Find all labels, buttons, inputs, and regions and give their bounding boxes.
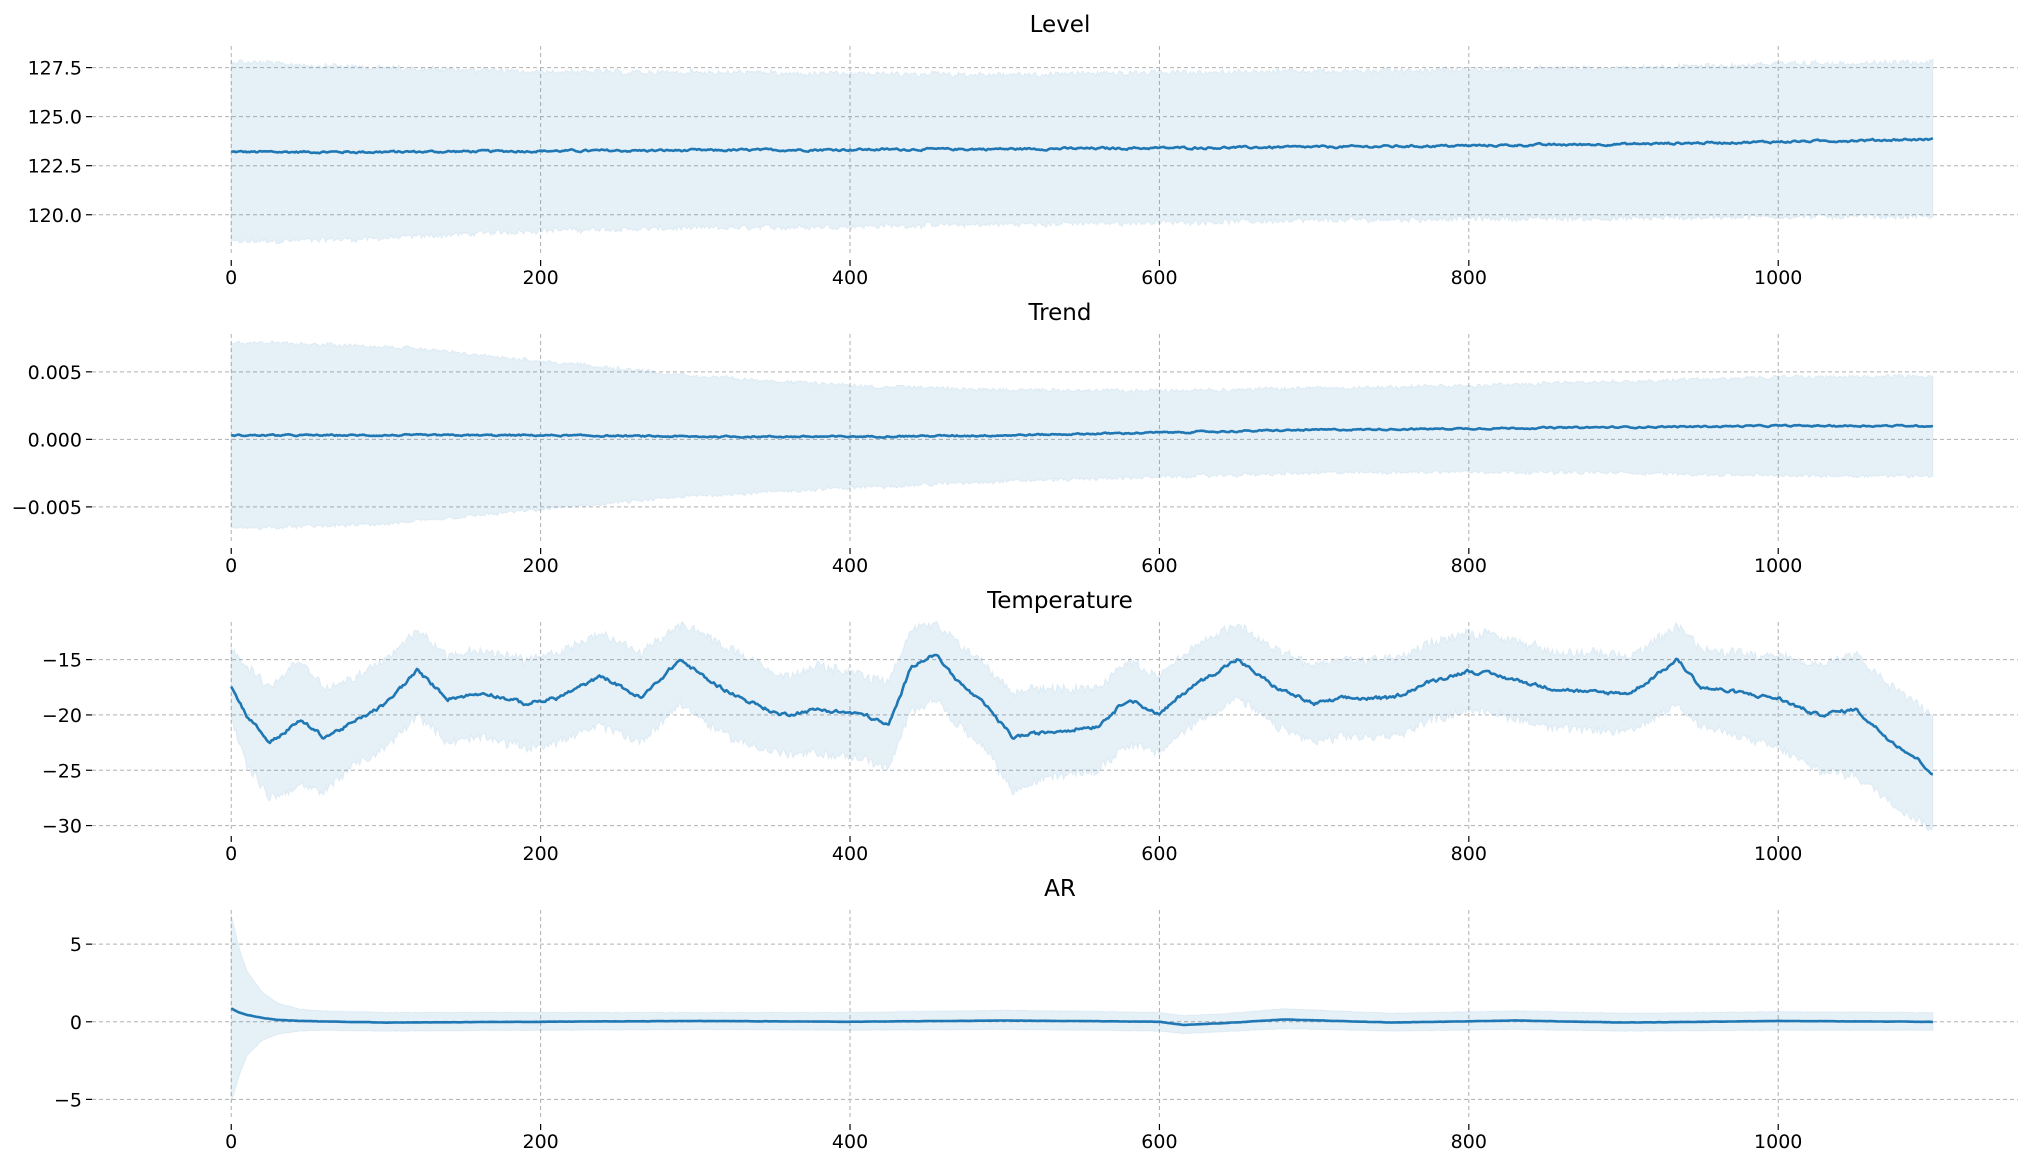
panel-temperature: −30 −25 −20 −15 0 200 400 600 800 1000 Temperature (42, 588, 2018, 865)
y-tick-label: −5 (54, 1089, 82, 1111)
x-tick-label: 800 (1451, 555, 1487, 577)
panel-ar: −5 0 5 0 200 400 600 800 1000 AR (54, 876, 2018, 1153)
x-tick-label: 0 (225, 555, 237, 577)
y-tick-label: 0.005 (28, 362, 82, 384)
y-tick-label: 125.0 (28, 107, 82, 129)
x-tick-label: 200 (522, 1131, 558, 1153)
x-tick-label: 400 (832, 843, 868, 865)
series-line (231, 137, 1934, 155)
x-tick-label: 200 (522, 267, 558, 289)
y-tick-label: −20 (42, 705, 82, 727)
panel-trend: −0.005 0.000 0.005 0 200 400 600 800 1000 Trend (12, 300, 2018, 577)
panel-title: Temperature (986, 588, 1133, 614)
confidence-band (230, 57, 1934, 245)
x-tick-label: 1000 (1754, 555, 1802, 577)
y-tick-label: −0.005 (12, 497, 82, 519)
series-line (230, 1007, 1933, 1027)
x-tick-label: 200 (522, 843, 558, 865)
x-tick-label: 600 (1141, 1131, 1177, 1153)
x-tick-label: 600 (1141, 843, 1177, 865)
x-tick-label: 400 (832, 555, 868, 577)
x-tick-label: 1000 (1754, 843, 1802, 865)
x-tick-label: 200 (522, 555, 558, 577)
panel-level: 120.0 122.5 125.0 127.5 0 200 400 600 800 1000 Lev… (28, 12, 2018, 289)
panel-title: AR (1044, 876, 1076, 902)
y-tick-label: 0 (70, 1012, 82, 1034)
confidence-band (230, 914, 1934, 1103)
panel-title: Trend (1028, 300, 1092, 326)
y-tick-label: 120.0 (28, 205, 82, 227)
y-tick-label: 127.5 (28, 58, 82, 80)
x-tick-label: 800 (1451, 843, 1487, 865)
y-tick-label: 122.5 (28, 156, 82, 178)
x-tick-label: 400 (832, 1131, 868, 1153)
x-tick-label: 1000 (1754, 267, 1802, 289)
x-tick-label: 1000 (1754, 1131, 1802, 1153)
series-line (230, 653, 1933, 776)
y-tick-label: 0.000 (28, 429, 82, 451)
x-tick-label: 0 (225, 267, 237, 289)
x-tick-label: 800 (1451, 267, 1487, 289)
x-tick-label: 800 (1451, 1131, 1487, 1153)
x-tick-label: 600 (1141, 555, 1177, 577)
confidence-band (230, 620, 1934, 832)
y-tick-label: 5 (70, 934, 82, 956)
y-tick-label: −30 (42, 816, 82, 838)
y-tick-label: −15 (42, 650, 82, 672)
confidence-band (230, 340, 1934, 531)
y-tick-label: −25 (42, 760, 82, 782)
series-line (230, 423, 1934, 439)
x-tick-label: 0 (225, 843, 237, 865)
x-tick-label: 600 (1141, 267, 1177, 289)
panel-title: Level (1030, 12, 1091, 38)
x-tick-label: 400 (832, 267, 868, 289)
x-tick-label: 0 (225, 1131, 237, 1153)
